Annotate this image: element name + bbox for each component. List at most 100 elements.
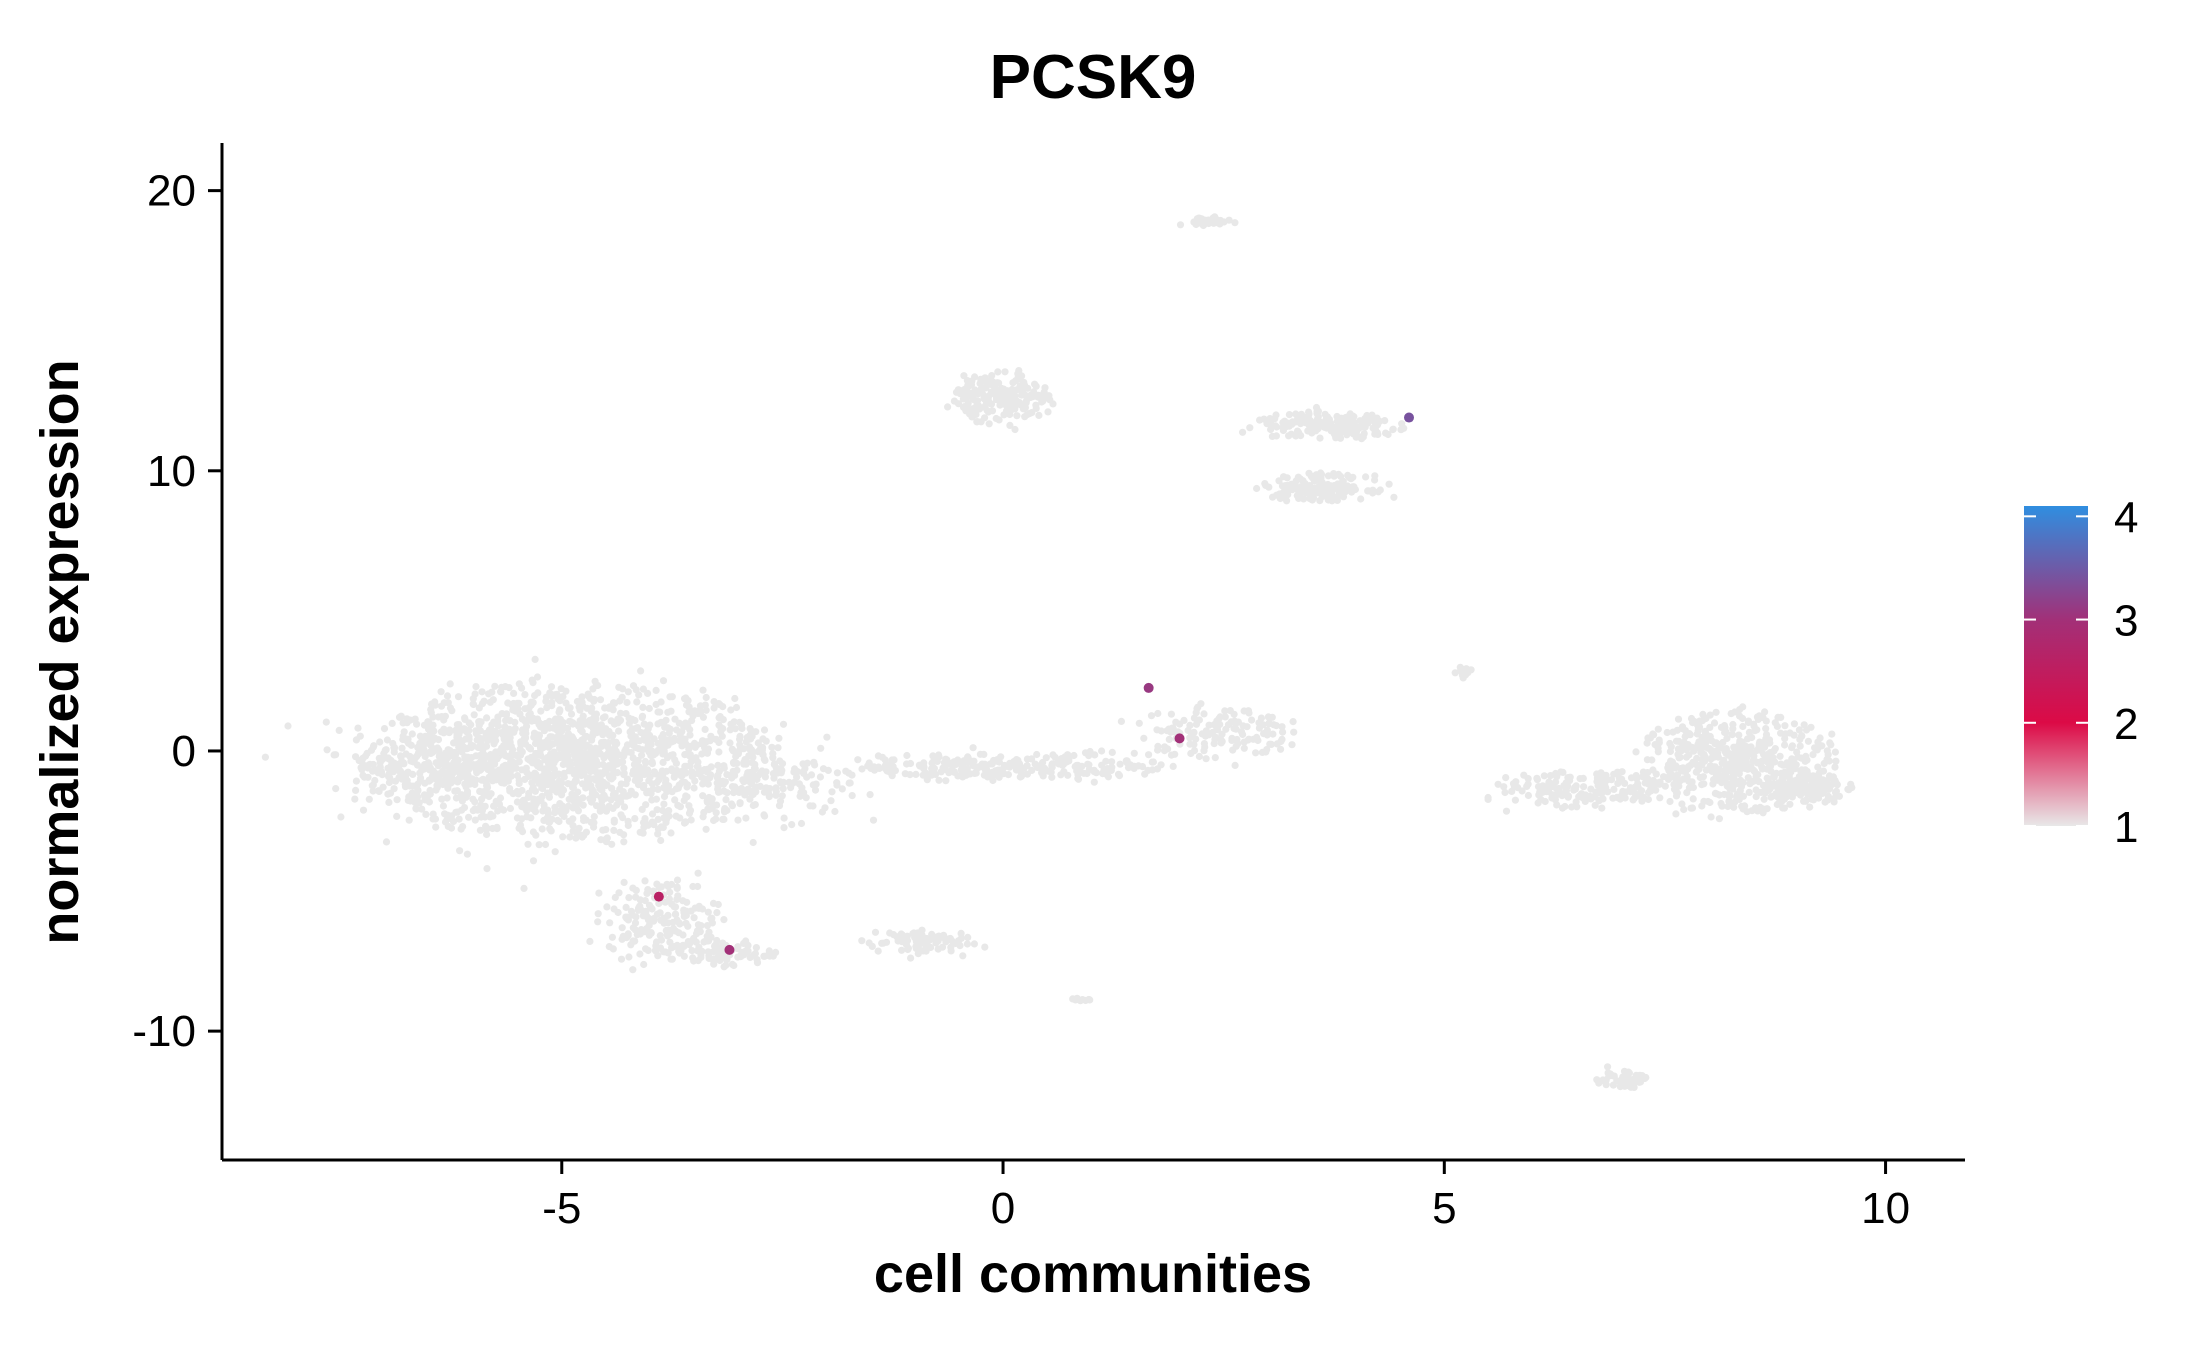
cell-point [730,789,738,797]
cell-point [728,960,737,969]
cell-point [708,800,717,808]
cell-point [1494,780,1502,788]
cell-point [1647,787,1655,795]
cell-point [458,806,466,814]
cell-point [465,735,473,743]
cell-point [673,941,681,950]
cell-point [427,705,435,714]
cell-point [942,777,950,785]
cell-point [553,770,561,778]
cell-point [560,804,568,812]
cell-point [1240,707,1248,715]
cell-point [403,719,411,727]
cell-point [586,937,594,946]
colorbar-tick-label: 4 [2114,493,2138,542]
cell-point [1055,760,1063,768]
cell-point [529,699,537,707]
cell-point [1518,787,1526,795]
cell-point [1759,809,1767,817]
cell-point [1692,761,1701,769]
cell-point [650,821,658,829]
cell-point [1678,723,1687,731]
cell-point [722,796,730,804]
cell-point [536,774,544,782]
cell-point [871,928,880,936]
cell-point [628,715,636,723]
cell-point [564,780,572,788]
cell-point [578,693,586,701]
cell-point [484,737,492,745]
cell-point [469,807,477,815]
cell-point [1102,757,1110,765]
cell-point [1831,788,1840,797]
cell-point [421,796,429,804]
x-axis-label: cell communities [874,1244,1312,1304]
cell-point [455,815,463,823]
cell-point [553,783,561,791]
cell-point [760,726,769,734]
cell-point [1006,410,1014,419]
cell-point [989,378,997,386]
cell-point [629,924,637,932]
cell-point [1216,713,1224,721]
cell-point [848,792,856,800]
cell-point [627,941,635,949]
cell-point [414,786,422,794]
cell-point [421,779,429,787]
cell-point [607,784,616,792]
cell-point [555,708,563,716]
cell-point [418,805,426,813]
cell-point [434,736,443,744]
cell-point [679,771,687,779]
cell-point [1564,793,1572,801]
cell-point [616,828,624,837]
cell-point [1197,700,1205,708]
cell-point [1777,713,1785,722]
cell-point [541,774,550,783]
cell-point [1502,774,1510,782]
cell-point [521,705,529,713]
y-tick-label: 10 [147,447,196,496]
cell-point [456,847,464,855]
cell-point [458,797,466,805]
cell-point [690,914,698,922]
cell-point [1731,708,1739,716]
cell-point [1240,744,1248,752]
cell-point [947,943,955,952]
highlight-layer [653,412,1415,955]
cell-point [625,894,633,902]
cell-point [1117,717,1125,726]
cell-point [697,951,705,959]
cell-point [719,939,727,947]
cell-point [1788,742,1796,750]
cell-point [602,835,611,843]
cell-point [405,816,413,824]
cell-point [432,786,440,794]
cell-point [694,882,702,891]
cell-point [748,790,756,798]
cell-point [606,919,614,927]
cell-point [655,899,663,908]
cell-point [1729,720,1737,729]
cell-point [702,738,711,746]
cell-point [686,726,694,734]
cell-point [858,765,866,773]
cell-point [716,713,724,721]
cell-point [1324,480,1332,489]
cell-point [732,703,741,712]
cell-point [1755,712,1763,720]
cell-point [585,692,593,700]
cell-point [1389,425,1397,433]
cell-point [989,772,997,780]
cell-point [1186,740,1194,748]
cell-point [682,907,691,915]
cell-point [1815,794,1823,802]
cell-point [1022,396,1031,405]
cell-point [502,711,511,719]
cell-point [1663,728,1671,737]
cell-point [572,834,580,842]
cell-point [1745,728,1753,737]
cell-point [1717,799,1725,808]
cell-point [469,695,477,703]
cell-point [500,806,508,814]
